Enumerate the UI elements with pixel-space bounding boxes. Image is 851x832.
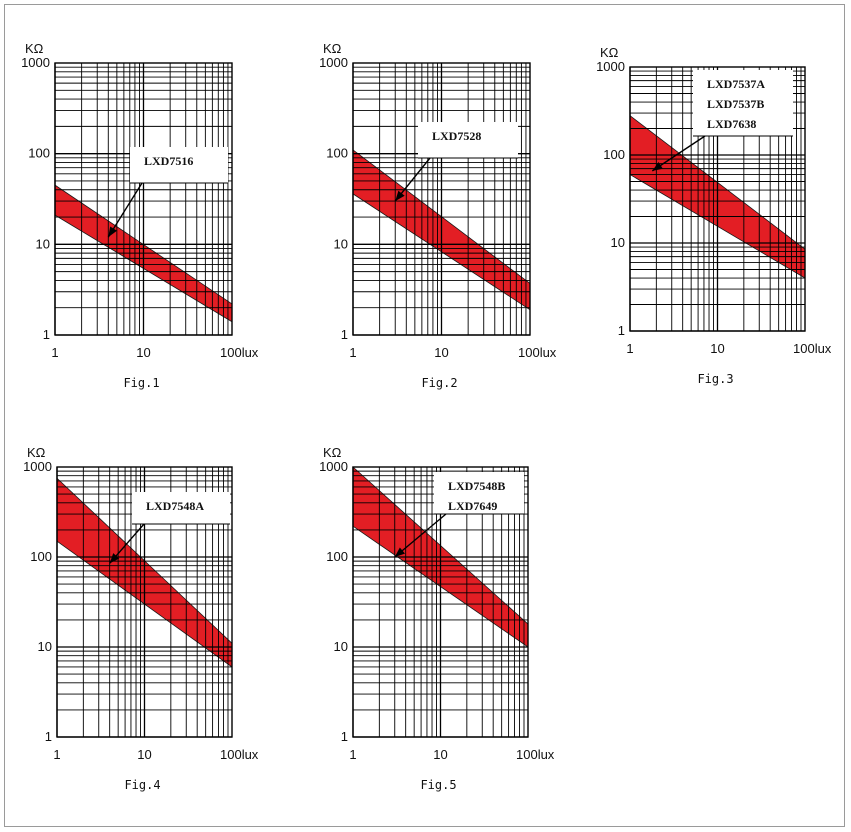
- label-box: [434, 472, 524, 514]
- y-tick-label: 1000: [319, 459, 348, 474]
- y-unit-label: KΩ: [323, 41, 342, 56]
- x-tick-label: 1: [53, 747, 60, 762]
- x-tick-label: 100lux: [518, 345, 557, 360]
- label-box: [132, 492, 230, 524]
- y-tick-label: 10: [611, 235, 625, 250]
- x-tick-label: 10: [433, 747, 447, 762]
- y-unit-label: KΩ: [27, 445, 46, 460]
- figure-caption: Fig.4: [124, 778, 160, 792]
- x-tick-label: 100lux: [220, 747, 259, 762]
- label-arrow: [394, 513, 447, 558]
- x-tick-label: 100lux: [516, 747, 555, 762]
- y-tick-label: 1000: [319, 55, 348, 70]
- series-label: LXD7537A: [707, 77, 765, 91]
- figure-caption: Fig.1: [123, 376, 159, 390]
- grid-lines: [54, 63, 232, 336]
- x-tick-label: 10: [136, 345, 150, 360]
- x-tick-label: 10: [137, 747, 151, 762]
- y-unit-label: KΩ: [600, 45, 619, 60]
- y-tick-label: 100: [30, 549, 52, 564]
- x-tick-label: 1: [349, 345, 356, 360]
- series-label: LXD7649: [448, 499, 497, 513]
- figure-frame: [4, 4, 845, 827]
- y-tick-label: 10: [334, 639, 348, 654]
- y-tick-label: 1000: [23, 459, 52, 474]
- x-tick-label: 1: [626, 341, 633, 356]
- series-label: LXD7548A: [146, 499, 204, 513]
- label-box: [693, 70, 793, 136]
- arrow-head: [652, 162, 663, 171]
- x-tick-label: 10: [434, 345, 448, 360]
- grid-lines: [629, 67, 805, 332]
- series-label: LXD7548B: [448, 479, 505, 493]
- y-tick-label: 1000: [21, 55, 50, 70]
- label-box: [130, 147, 228, 183]
- x-tick-label: 100lux: [793, 341, 832, 356]
- label-box: [418, 122, 518, 158]
- chart-3: KΩ 1 10 100 1000 1 10 100lux LXD7537A LXD7537B LXD…: [596, 45, 832, 386]
- chart-4: KΩ 1 10 100 1000 1 10 100lux LXD7548A Fig.4: [23, 445, 259, 792]
- arrow-head: [109, 553, 120, 564]
- chart-5: KΩ 1 10 100 1000 1 10 100lux LXD7548B LXD7649 Fig.…: [319, 445, 555, 792]
- x-tick-label: 10: [710, 341, 724, 356]
- y-tick-label: 1: [618, 323, 625, 338]
- y-tick-label: 1000: [596, 59, 625, 74]
- grid-lines: [56, 467, 232, 738]
- series-label: LXD7537B: [707, 97, 764, 111]
- y-tick-label: 100: [603, 147, 625, 162]
- label-arrow: [107, 182, 143, 238]
- y-tick-label: 10: [38, 639, 52, 654]
- y-tick-label: 10: [36, 236, 50, 251]
- arrow-head: [395, 190, 405, 202]
- plot-frame: [56, 466, 233, 738]
- label-arrow: [651, 135, 706, 172]
- x-tick-label: 1: [349, 747, 356, 762]
- plot-frame: [352, 62, 531, 336]
- y-tick-label: 1: [341, 327, 348, 342]
- figure-caption: Fig.3: [697, 372, 733, 386]
- y-tick-label: 100: [28, 146, 50, 161]
- y-tick-label: 100: [326, 549, 348, 564]
- y-tick-label: 1: [43, 327, 50, 342]
- y-tick-label: 100: [326, 146, 348, 161]
- y-tick-label: 1: [341, 729, 348, 744]
- grid-lines: [352, 63, 530, 336]
- figure-caption: Fig.2: [421, 376, 457, 390]
- series-label: LXD7528: [432, 129, 481, 143]
- plot-frame: [352, 466, 529, 738]
- y-tick-label: 10: [334, 236, 348, 251]
- x-tick-label: 100lux: [220, 345, 259, 360]
- y-unit-label: KΩ: [25, 41, 44, 56]
- arrow-head: [108, 226, 117, 238]
- y-tick-label: 1: [45, 729, 52, 744]
- series-label: LXD7638: [707, 117, 756, 131]
- figure-caption: Fig.5: [420, 778, 456, 792]
- chart-2: KΩ 1 10 100 1000 1 10 100lux LXD7528 Fig.2: [319, 41, 557, 390]
- x-tick-label: 1: [51, 345, 58, 360]
- plot-frame: [629, 66, 806, 332]
- plot-frame: [54, 62, 233, 336]
- series-label: LXD7516: [144, 154, 193, 168]
- chart-1: KΩ 1 10 100 1000 1 10 100lux LXD7516 Fig.1: [21, 41, 259, 390]
- y-unit-label: KΩ: [323, 445, 342, 460]
- arrow-head: [394, 547, 405, 557]
